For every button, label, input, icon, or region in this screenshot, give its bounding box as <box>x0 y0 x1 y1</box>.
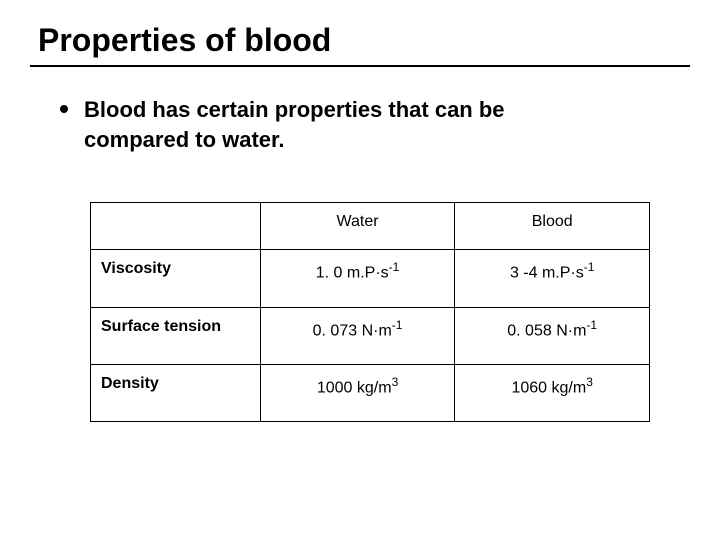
cell-surface-water: 0. 073 N·m-1 <box>260 307 455 364</box>
table-row: Viscosity 1. 0 m.P·s-1 3 -4 m.P·s-1 <box>91 250 650 307</box>
table-row: Surface tension 0. 073 N·m-1 0. 058 N·m-… <box>91 307 650 364</box>
table-row: Density 1000 kg/m3 1060 kg/m3 <box>91 365 650 422</box>
cell-surface-blood: 0. 058 N·m-1 <box>455 307 650 364</box>
cell-viscosity-water: 1. 0 m.P·s-1 <box>260 250 455 307</box>
cell-density-water: 1000 kg/m3 <box>260 365 455 422</box>
cell-density-blood: 1060 kg/m3 <box>455 365 650 422</box>
bullet-icon <box>60 105 68 113</box>
title-underline <box>30 65 690 67</box>
page-title: Properties of blood <box>38 22 680 59</box>
col-empty <box>91 203 261 250</box>
cell-viscosity-blood: 3 -4 m.P·s-1 <box>455 250 650 307</box>
bullet-text: Blood has certain properties that can be… <box>84 95 604 154</box>
row-label-surface-tension: Surface tension <box>91 307 261 364</box>
row-label-viscosity: Viscosity <box>91 250 261 307</box>
bullet-item: Blood has certain properties that can be… <box>60 95 680 154</box>
row-label-density: Density <box>91 365 261 422</box>
col-water: Water <box>260 203 455 250</box>
col-blood: Blood <box>455 203 650 250</box>
table-header-row: Water Blood <box>91 203 650 250</box>
properties-table: Water Blood Viscosity 1. 0 m.P·s-1 3 -4 … <box>90 202 650 422</box>
